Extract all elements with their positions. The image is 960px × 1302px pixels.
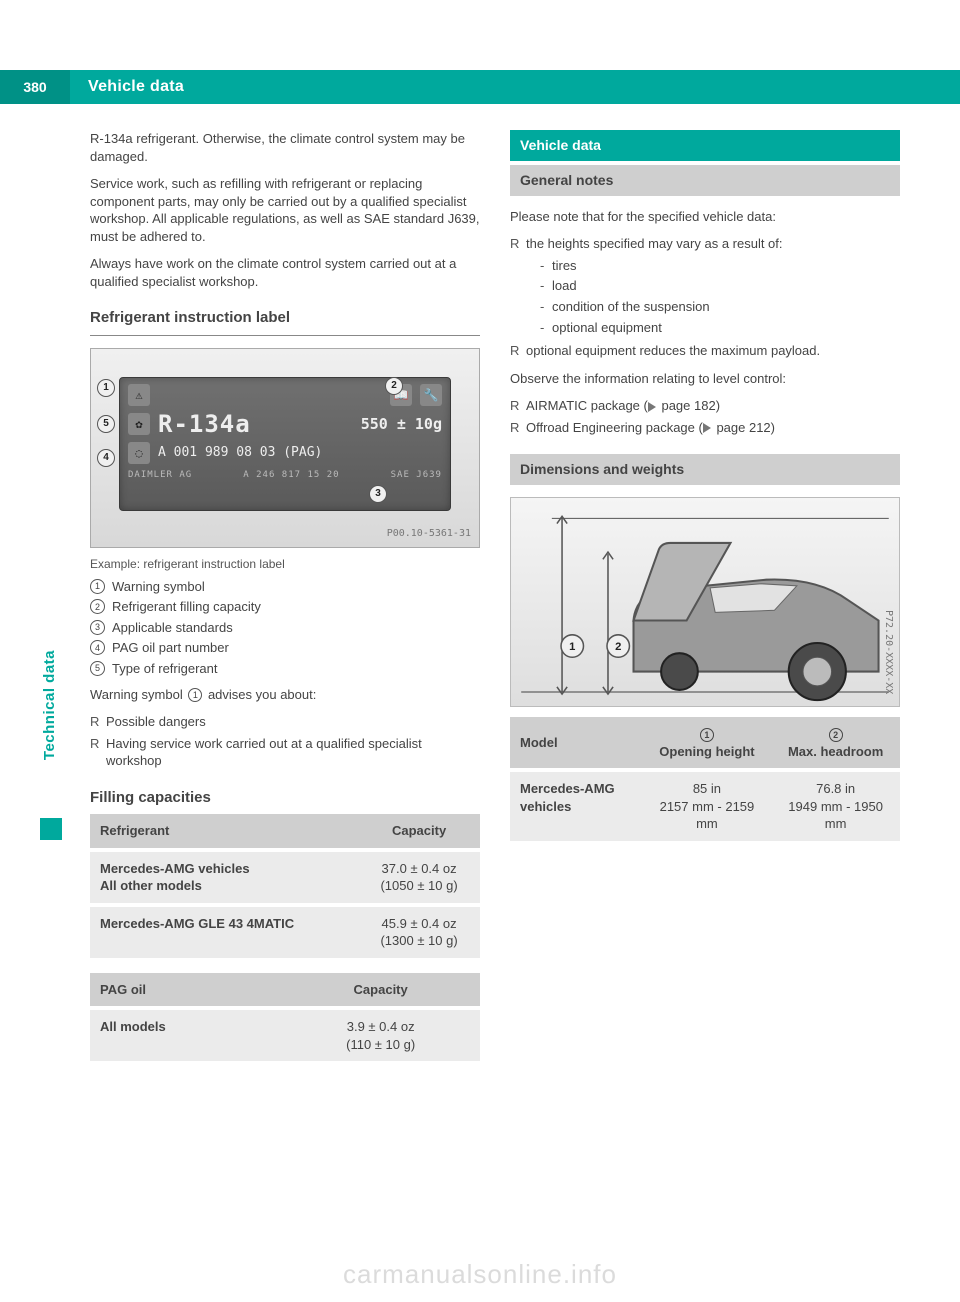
left-column: R-134a refrigerant. Otherwise, the clima… — [90, 130, 480, 1272]
refrigerant-label-image: ⚠ 📖 🔧 ✿ R-134a 550 ± 10g ◌ A 001 989 08 … — [90, 348, 480, 548]
svg-text:2: 2 — [615, 641, 621, 653]
gn-dash-list: tires load condition of the suspension o… — [526, 257, 900, 336]
refrigerant-capacity: 550 ± 10g — [361, 414, 442, 434]
dimensions-table: Model 1 Opening height 2 Max. headroom M… — [510, 717, 900, 842]
refrig-r1-label: Mercedes-AMG vehicles All other models — [90, 850, 358, 905]
page-number: 380 — [23, 78, 46, 97]
gn-d1: tires — [526, 257, 900, 275]
page-number-box: 380 — [0, 70, 70, 104]
filling-capacities-heading: Filling capacities — [90, 788, 480, 808]
gn-b2: optional equipment reduces the maximum p… — [510, 342, 900, 360]
label-sticker: ⚠ 📖 🔧 ✿ R-134a 550 ± 10g ◌ A 001 989 08 … — [119, 377, 451, 511]
legend-item-5: 5Type of refrigerant — [90, 660, 480, 678]
vehicle-data-band: Vehicle data — [510, 130, 900, 161]
pin-3-icon: 3 — [369, 485, 387, 503]
inline-circ-1-icon: 1 — [188, 688, 202, 702]
arrow-icon — [648, 402, 656, 412]
label-std: SAE J639 — [391, 469, 442, 481]
oil-icon: ◌ — [128, 442, 150, 464]
gn-bullet-list-1: the heights specified may vary as a resu… — [510, 235, 900, 359]
refrig-th-2: Capacity — [358, 814, 480, 850]
divider — [90, 335, 480, 336]
intro-para-1: R-134a refrigerant. Otherwise, the clima… — [90, 130, 480, 165]
side-tab: Technical data — [40, 650, 65, 810]
dim-th-headroom: 2 Max. headroom — [771, 717, 900, 770]
svg-text:1: 1 — [569, 641, 575, 653]
pin-1-icon: 1 — [97, 379, 115, 397]
side-tab-square-icon — [40, 818, 62, 840]
intro-para-3: Always have work on the climate control … — [90, 255, 480, 290]
dim-th-model: Model — [510, 717, 643, 770]
gear-icon: ✿ — [128, 413, 150, 435]
dim-r1-head: 76.8 in 1949 mm - 1950 mm — [771, 770, 900, 841]
gn-d4: optional equipment — [526, 319, 900, 337]
circ-2-icon: 2 — [90, 599, 105, 614]
label-mfr: DAIMLER AG — [128, 469, 192, 481]
warn-bullet-2: Having service work carried out at a qua… — [90, 735, 480, 770]
label-legend: 1Warning symbol 2Refrigerant filling cap… — [90, 578, 480, 678]
pin-5-icon: 5 — [97, 415, 115, 433]
pag-r1-value: 3.9 ± 0.4 oz (110 ± 10 g) — [281, 1008, 480, 1062]
side-tab-label: Technical data — [40, 650, 60, 760]
pag-th-2: Capacity — [281, 973, 480, 1009]
th-circ-1-icon: 1 — [700, 728, 714, 742]
refrig-th-1: Refrigerant — [90, 814, 358, 850]
refrig-r2-label: Mercedes-AMG GLE 43 4MATIC — [90, 905, 358, 959]
dim-r1-label: Mercedes-AMG vehicles — [510, 770, 643, 841]
page-title: Vehicle data — [70, 76, 184, 98]
refrigerant-label-heading: Refrigerant instruction label — [90, 308, 480, 328]
gn-b3: AIRMATIC package ( page 182) — [510, 397, 900, 415]
gn-b1: the heights specified may vary as a resu… — [510, 235, 900, 336]
refrig-r1-value: 37.0 ± 0.4 oz (1050 ± 10 g) — [358, 850, 480, 905]
legend-item-2: 2Refrigerant filling capacity — [90, 598, 480, 616]
gn-b4: Offroad Engineering package ( page 212) — [510, 419, 900, 437]
refrig-r2-value: 45.9 ± 0.4 oz (1300 ± 10 g) — [358, 905, 480, 959]
warn-bullet-1: Possible dangers — [90, 713, 480, 731]
pin-4-icon: 4 — [97, 449, 115, 467]
gn-d3: condition of the suspension — [526, 298, 900, 316]
legend-item-4: 4PAG oil part number — [90, 639, 480, 657]
warning-icon: ⚠ — [128, 384, 150, 406]
warning-bullet-list: Possible dangers Having service work car… — [90, 713, 480, 770]
dim-th-open: 1 Opening height — [643, 717, 772, 770]
gn-bullet-list-2: AIRMATIC package ( page 182) Offroad Eng… — [510, 397, 900, 436]
car-image-code: P72.20-XXXX-XX — [882, 610, 896, 694]
circ-3-icon: 3 — [90, 620, 105, 635]
circ-1-icon: 1 — [90, 579, 105, 594]
circ-5-icon: 5 — [90, 661, 105, 676]
refrigerant-table: Refrigerant Capacity Mercedes-AMG vehicl… — [90, 814, 480, 959]
pag-oil-table: PAG oil Capacity All models 3.9 ± 0.4 oz… — [90, 973, 480, 1063]
general-notes-band: General notes — [510, 165, 900, 196]
label-caption: Example: refrigerant instruction label — [90, 556, 480, 572]
intro-para-2: Service work, such as refilling with ref… — [90, 175, 480, 245]
warning-advises-line: Warning symbol 1 advises you about: — [90, 686, 480, 704]
page-header: 380 Vehicle data — [0, 70, 960, 104]
legend-item-3: 3Applicable standards — [90, 619, 480, 637]
label-partno: A 246 817 15 20 — [243, 469, 339, 481]
content-area: R-134a refrigerant. Otherwise, the clima… — [90, 130, 900, 1272]
legend-item-1: 1Warning symbol — [90, 578, 480, 596]
car-svg-icon: 1 2 — [511, 498, 899, 712]
gn-p2: Observe the information relating to leve… — [510, 370, 900, 388]
pag-th-1: PAG oil — [90, 973, 281, 1009]
arrow-icon — [703, 423, 711, 433]
dimensions-weights-band: Dimensions and weights — [510, 454, 900, 485]
gn-d2: load — [526, 277, 900, 295]
wrench-icon: 🔧 — [420, 384, 442, 406]
refrigerant-type: R-134a — [158, 408, 251, 440]
pag-r1-label: All models — [90, 1008, 281, 1062]
pin-2-icon: 2 — [385, 377, 403, 395]
dim-r1-open: 85 in 2157 mm - 2159 mm — [643, 770, 772, 841]
right-column: Vehicle data General notes Please note t… — [510, 130, 900, 1272]
image-code: P00.10-5361-31 — [387, 527, 471, 541]
th-circ-2-icon: 2 — [829, 728, 843, 742]
pag-part-number: A 001 989 08 03 (PAG) — [158, 444, 322, 462]
circ-4-icon: 4 — [90, 640, 105, 655]
gn-p1: Please note that for the specified vehic… — [510, 208, 900, 226]
vehicle-dimensions-image: 1 2 P72.20-XXXX-XX — [510, 497, 900, 707]
